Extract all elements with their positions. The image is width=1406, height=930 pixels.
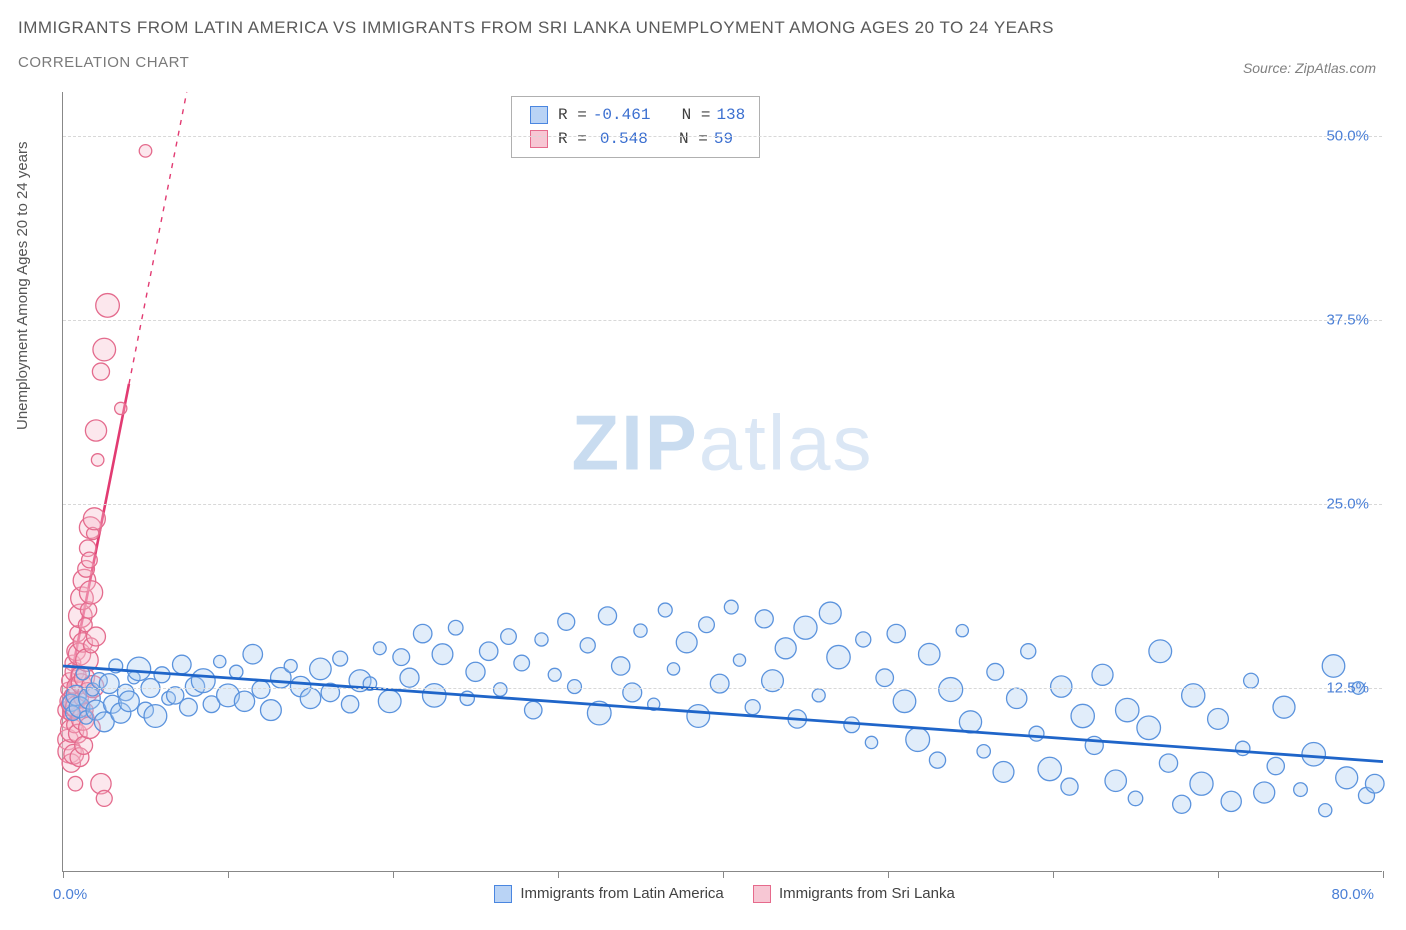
y-tick-label: 37.5% — [1326, 312, 1383, 329]
legend-label-blue: Immigrants from Latin America — [520, 885, 723, 902]
correlation-legend: R = -0.461 N = 138 R = 0.548 N = 59 — [511, 96, 760, 158]
gridline — [63, 504, 1382, 505]
x-tick-mark — [723, 871, 724, 878]
legend-swatch-pink — [753, 885, 771, 903]
corr-row-pink: R = 0.548 N = 59 — [526, 127, 745, 151]
legend-swatch-blue — [494, 885, 512, 903]
y-tick-label: 12.5% — [1326, 680, 1383, 697]
x-tick-mark — [63, 871, 64, 878]
gridline — [63, 136, 1382, 137]
y-axis-label: Unemployment Among Ages 20 to 24 years — [14, 141, 31, 430]
corr-row-blue: R = -0.461 N = 138 — [526, 103, 745, 127]
x-tick-mark — [558, 871, 559, 878]
plot-area: ZIPatlas R = -0.461 N = 138 R = 0.548 N … — [62, 92, 1382, 872]
y-tick-label: 25.0% — [1326, 496, 1383, 513]
chart-title: IMMIGRANTS FROM LATIN AMERICA VS IMMIGRA… — [18, 18, 1406, 38]
x-tick-mark — [228, 871, 229, 878]
source-attribution: Source: ZipAtlas.com — [1243, 60, 1376, 76]
x-tick-mark — [1218, 871, 1219, 878]
swatch-blue — [530, 106, 548, 124]
x-tick-mark — [888, 871, 889, 878]
gridline — [63, 688, 1382, 689]
x-tick-mark — [1053, 871, 1054, 878]
series-legend: Immigrants from Latin America Immigrants… — [63, 885, 1382, 903]
scatter-svg — [63, 92, 1382, 871]
swatch-pink — [530, 130, 548, 148]
chart-subtitle: CORRELATION CHART — [18, 54, 1406, 71]
y-tick-label: 50.0% — [1326, 128, 1383, 145]
gridline — [63, 320, 1382, 321]
legend-label-pink: Immigrants from Sri Lanka — [779, 885, 955, 902]
x-tick-mark — [1383, 871, 1384, 878]
x-tick-mark — [393, 871, 394, 878]
